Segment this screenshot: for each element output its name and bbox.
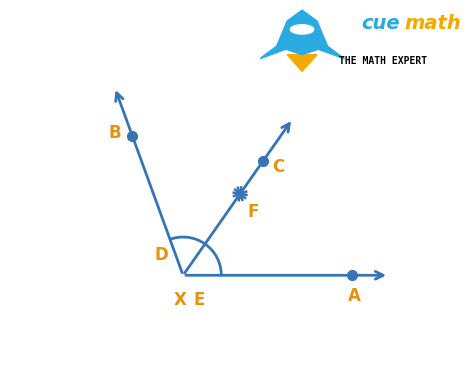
Polygon shape xyxy=(277,10,328,55)
Polygon shape xyxy=(317,46,345,59)
Text: cue: cue xyxy=(362,14,400,33)
Text: C: C xyxy=(272,158,284,176)
Text: D: D xyxy=(155,246,169,264)
Circle shape xyxy=(290,25,314,34)
Text: A: A xyxy=(348,287,361,305)
Text: X: X xyxy=(174,291,186,309)
Text: B: B xyxy=(108,124,121,142)
Polygon shape xyxy=(287,55,317,71)
Polygon shape xyxy=(260,46,287,59)
Text: E: E xyxy=(194,291,205,309)
Text: THE MATH EXPERT: THE MATH EXPERT xyxy=(339,55,427,65)
Text: F: F xyxy=(247,203,259,221)
Text: math: math xyxy=(404,14,461,33)
